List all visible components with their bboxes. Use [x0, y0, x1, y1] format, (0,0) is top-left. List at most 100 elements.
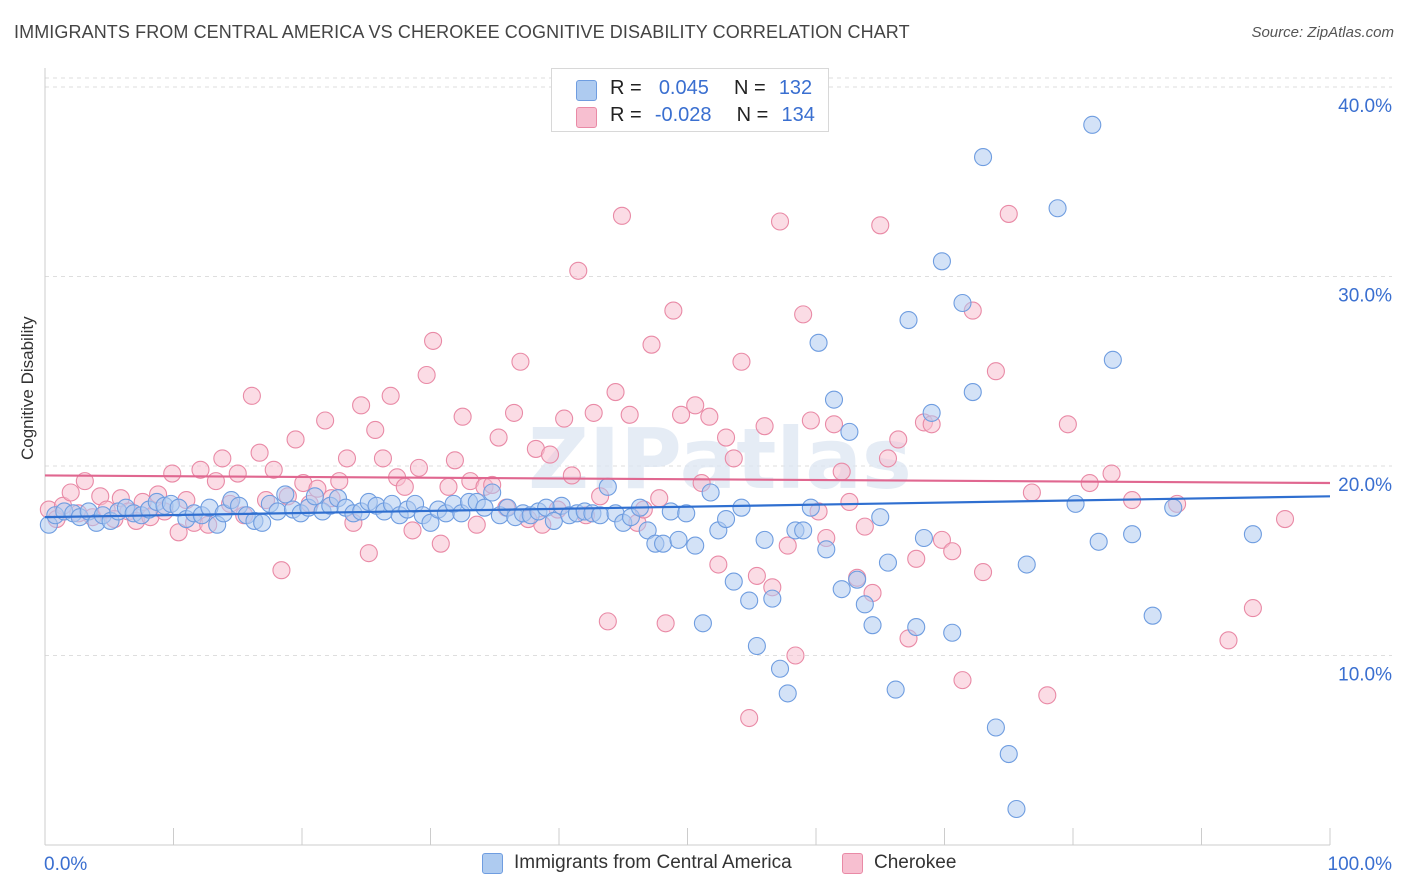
cherokee-point: [540, 445, 560, 464]
cherokee-point: [206, 472, 225, 491]
immigrants-point: [1089, 532, 1108, 551]
cherokee-point: [700, 407, 719, 426]
cherokee-point: [650, 489, 669, 508]
cherokee-point: [724, 449, 743, 468]
cherokee-point: [213, 449, 232, 468]
cherokee-point: [732, 352, 751, 371]
cherokee-point: [778, 536, 797, 555]
cherokee-point: [75, 472, 94, 491]
cherokee-point: [250, 443, 269, 462]
cherokee-point: [445, 451, 464, 470]
immigrants-point: [1243, 525, 1262, 544]
immigrants-point: [794, 521, 813, 540]
immigrants-point: [932, 252, 951, 271]
immigrants-point: [999, 744, 1018, 764]
immigrants-point: [899, 311, 918, 330]
cherokee-point: [1243, 599, 1262, 618]
cherokee-point: [755, 417, 774, 436]
cherokee-point: [366, 420, 385, 440]
cherokee-point: [986, 362, 1005, 381]
immigrants-point: [305, 487, 324, 506]
cherokee-point: [642, 335, 661, 354]
immigrants-trend-line: [44, 495, 1331, 519]
cherokee-point: [907, 549, 926, 568]
immigrants-point: [801, 498, 820, 517]
correlation-legend: R = 0.045 N = 132 R = -0.028 N = 134: [551, 68, 829, 132]
cherokee-point: [403, 521, 422, 540]
immigrants-point: [914, 528, 933, 548]
y-tick-label: 30.0%: [1338, 285, 1392, 306]
cherokee-point: [228, 464, 247, 483]
cherokee-point: [381, 386, 400, 405]
immigrants-point: [732, 498, 751, 517]
n-label: N =: [734, 77, 766, 99]
cherokee-point: [840, 492, 859, 512]
immigrants-point: [740, 591, 759, 610]
r-value: 0.045: [658, 77, 709, 99]
immigrants-point: [878, 553, 898, 572]
immigrants-point: [1007, 799, 1026, 819]
cherokee-point: [417, 365, 436, 385]
immigrants-point: [840, 422, 859, 441]
immigrants-point: [1103, 350, 1122, 369]
immigrants-point: [1143, 606, 1162, 625]
immigrants-point: [268, 502, 287, 521]
immigrants-point: [763, 589, 782, 608]
immigrants-point: [824, 390, 844, 409]
y-tick-label: 40.0%: [1338, 96, 1392, 117]
axes: [44, 68, 1331, 846]
legend-label: Cherokee: [874, 852, 957, 873]
cherokee-point: [316, 411, 335, 430]
immigrants-point: [677, 504, 696, 523]
cherokee-swatch: [576, 107, 597, 128]
cherokee-point: [330, 472, 349, 491]
cherokee-point: [439, 477, 458, 496]
immigrants-point: [963, 383, 982, 402]
immigrants-point: [1164, 498, 1183, 517]
immigrants-point: [598, 477, 617, 496]
immigrants-point: [886, 680, 905, 699]
cherokee-point: [424, 331, 443, 350]
immigrants-point: [1066, 494, 1085, 513]
cherokee-point: [286, 430, 305, 449]
cherokee-point: [1080, 473, 1099, 493]
immigrants-point: [747, 636, 766, 656]
cherokee-point: [747, 566, 766, 585]
cherokee-point: [584, 403, 603, 422]
immigrants-point: [686, 536, 705, 555]
n-label: N =: [736, 104, 769, 126]
cherokee-point: [878, 449, 898, 468]
cherokee-point: [855, 517, 874, 536]
immigrants-point: [986, 718, 1005, 737]
immigrants-point: [475, 498, 494, 517]
immigrants-point: [1017, 555, 1036, 574]
cherokee-point: [871, 216, 890, 235]
cherokee-point: [672, 405, 691, 424]
cherokee-point: [656, 614, 675, 633]
cherokee-point: [801, 411, 820, 430]
cherokee-point: [786, 646, 805, 665]
immigrants-legend-swatch: [482, 853, 503, 874]
cherokee-point: [511, 352, 530, 371]
cherokee-point: [337, 449, 357, 468]
cherokee-trend-line: [44, 474, 1331, 485]
immigrants-point: [1048, 199, 1067, 218]
immigrants-point: [832, 580, 851, 599]
cherokee-point: [1022, 483, 1041, 502]
immigrants-point: [638, 521, 657, 540]
cherokee-point: [264, 460, 283, 479]
immigrants-point: [701, 483, 720, 502]
cherokee-point: [612, 206, 632, 225]
cherokee-point: [770, 212, 790, 231]
immigrants-point: [943, 623, 962, 642]
immigrants-point: [871, 508, 890, 527]
n-value: 132: [778, 77, 813, 99]
immigrants-point: [654, 534, 673, 553]
y-tick-label: 20.0%: [1338, 475, 1392, 496]
immigrants-point: [973, 148, 993, 167]
cherokee-point: [664, 301, 683, 320]
cherokee-point: [169, 523, 188, 542]
x-tick-label: 0.0%: [44, 854, 87, 875]
cherokee-point: [431, 534, 450, 553]
immigrants-point: [809, 333, 828, 352]
